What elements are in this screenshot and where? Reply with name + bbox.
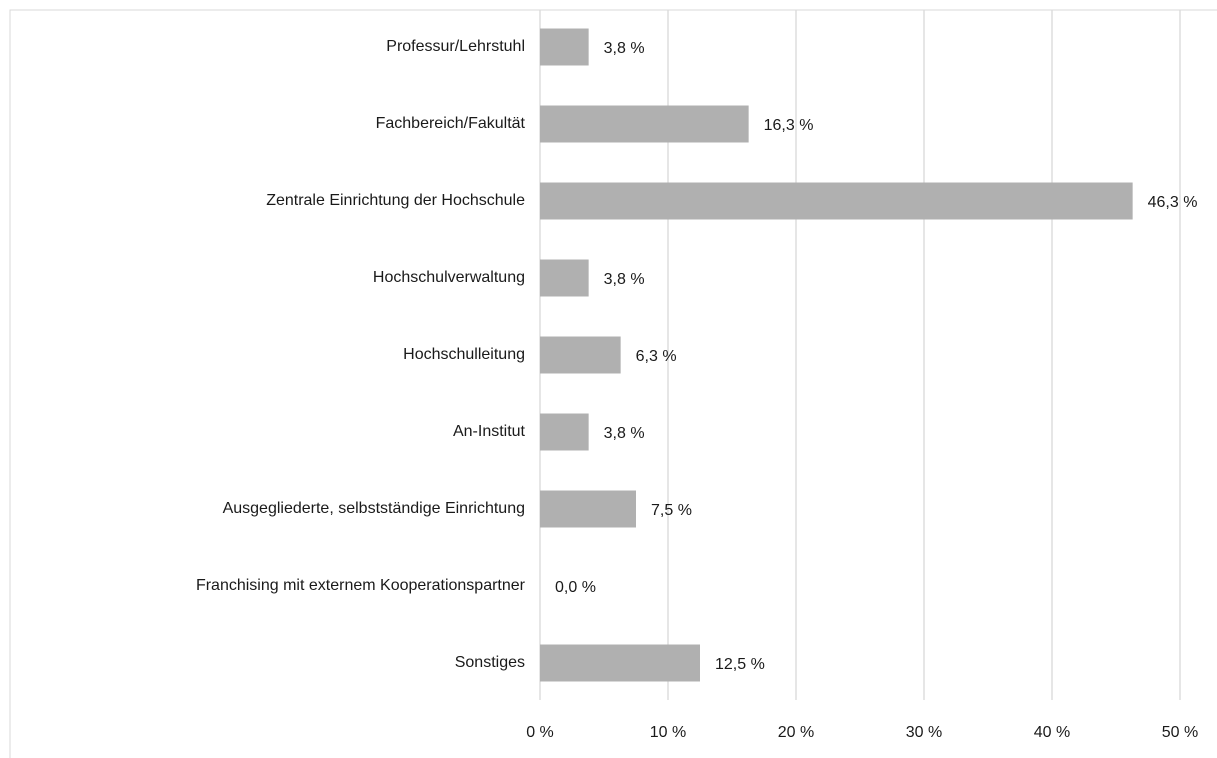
value-label: 3,8 % <box>604 425 645 442</box>
bar <box>540 413 589 451</box>
value-label: 7,5 % <box>651 502 692 519</box>
bar <box>540 28 589 66</box>
y-tick-label: Franchising mit externem Kooperationspar… <box>196 577 526 594</box>
bar <box>540 490 636 528</box>
x-tick-label: 30 % <box>906 724 942 741</box>
bar <box>540 336 621 374</box>
value-label: 16,3 % <box>764 117 814 134</box>
value-label: 3,8 % <box>604 40 645 57</box>
y-tick-label: Zentrale Einrichtung der Hochschule <box>266 192 525 209</box>
bar <box>540 644 700 682</box>
x-tick-label: 20 % <box>778 724 814 741</box>
y-tick-label: Fachbereich/Fakultät <box>376 115 526 132</box>
x-tick-label: 10 % <box>650 724 686 741</box>
y-tick-label: Ausgegliederte, selbstständige Einrichtu… <box>223 500 525 517</box>
y-tick-label: Professur/Lehrstuhl <box>386 38 525 55</box>
bar <box>540 259 589 297</box>
x-tick-label: 50 % <box>1162 724 1198 741</box>
x-tick-label: 0 % <box>526 724 554 741</box>
value-label: 3,8 % <box>604 271 645 288</box>
x-tick-label: 40 % <box>1034 724 1070 741</box>
y-tick-label: Sonstiges <box>455 654 525 671</box>
frame <box>9 9 1217 758</box>
y-tick-label: Hochschulverwaltung <box>373 269 525 286</box>
value-label: 46,3 % <box>1148 194 1198 211</box>
value-label: 12,5 % <box>715 656 765 673</box>
value-label: 6,3 % <box>636 348 677 365</box>
y-tick-label: Hochschulleitung <box>403 346 525 363</box>
value-label: 0,0 % <box>555 579 596 596</box>
bar <box>540 105 749 143</box>
y-tick-label: An-Institut <box>453 423 526 440</box>
bar <box>540 182 1133 220</box>
